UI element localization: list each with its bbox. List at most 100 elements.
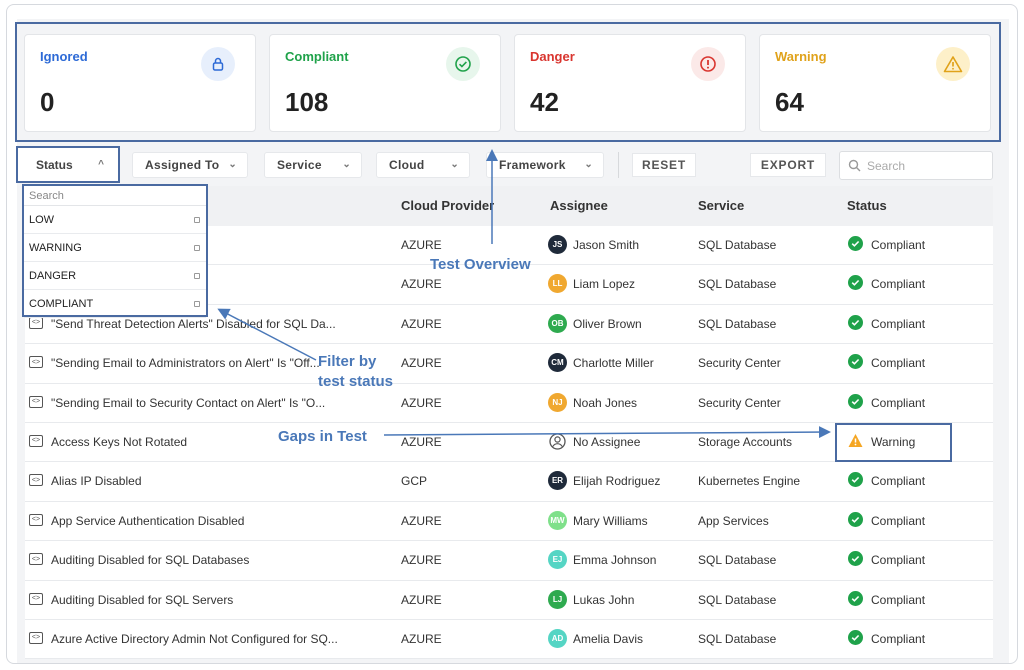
cloud-provider: AZURE <box>401 356 442 371</box>
chevron-up-icon: ^ <box>98 159 104 170</box>
status-text: Compliant <box>871 277 926 292</box>
summary-card-danger[interactable]: Danger 42 <box>514 34 746 132</box>
card-label: Warning <box>775 49 827 64</box>
test-name[interactable]: Auditing Disabled for SQL Databases <box>51 553 250 568</box>
card-label: Danger <box>530 49 575 64</box>
status-text: Warning <box>871 434 916 449</box>
service-label: Service <box>277 158 322 172</box>
code-icon: <> <box>29 434 43 447</box>
summary-card-ignored[interactable]: Ignored 0 <box>24 34 256 132</box>
status-text: Compliant <box>871 474 926 489</box>
service-name: App Services <box>698 513 769 528</box>
service-name: SQL Database <box>698 592 777 607</box>
test-name[interactable]: "Send Threat Detection Alerts" Disabled … <box>51 316 336 331</box>
dropdown-search-input[interactable]: Search <box>24 186 206 206</box>
status-text: Compliant <box>871 631 926 646</box>
framework-label: Framework <box>499 158 566 172</box>
table-row[interactable]: <> Auditing Disabled for SQL Servers AZU… <box>25 581 993 620</box>
export-button[interactable]: EXPORT <box>750 153 826 177</box>
test-name[interactable]: App Service Authentication Disabled <box>51 513 245 528</box>
code-icon: <> <box>29 474 43 487</box>
test-name[interactable]: Azure Active Directory Admin Not Configu… <box>51 631 338 646</box>
service-name: SQL Database <box>698 277 777 292</box>
checkbox[interactable] <box>194 245 200 251</box>
search-placeholder: Search <box>867 158 906 173</box>
check-circle-icon <box>848 275 863 291</box>
header-assignee[interactable]: Assignee <box>550 198 608 213</box>
assignee-name: Amelia Davis <box>573 631 644 646</box>
table-row[interactable]: <> Alias IP Disabled GCP ER Elijah Rodri… <box>25 462 993 502</box>
search-input[interactable]: Search <box>839 151 993 180</box>
header-cloud-provider[interactable]: Cloud Provider <box>401 198 495 213</box>
avatar: NJ <box>548 392 567 412</box>
card-value: 64 <box>775 87 804 117</box>
assigned-to-label: Assigned To <box>145 158 220 172</box>
annotation-test-overview: Test Overview <box>430 256 531 273</box>
warning-triangle-icon <box>936 47 970 81</box>
table-row[interactable]: <> Auditing Disabled for SQL Databases A… <box>25 541 993 581</box>
table-row[interactable]: <> Access Keys Not Rotated AZURE No Assi… <box>25 423 993 463</box>
test-name[interactable]: Auditing Disabled for SQL Servers <box>51 592 234 607</box>
assignee-name: Oliver Brown <box>573 316 642 331</box>
check-circle-icon <box>446 47 480 81</box>
check-circle-icon <box>848 354 863 370</box>
header-status[interactable]: Status <box>847 198 887 213</box>
checkbox[interactable] <box>194 217 200 223</box>
avatar: CM <box>548 353 567 373</box>
check-circle-icon <box>848 590 863 606</box>
chevron-down-icon: ⌄ <box>228 159 237 170</box>
service-filter-button[interactable]: Service ⌄ <box>264 152 362 178</box>
table-row[interactable]: <> "Sending Email to Security Contact on… <box>25 384 993 423</box>
service-name: Kubernetes Engine <box>698 474 801 489</box>
cloud-provider: AZURE <box>401 553 442 568</box>
header-service[interactable]: Service <box>698 198 745 213</box>
test-name[interactable]: Access Keys Not Rotated <box>51 434 188 449</box>
code-icon: <> <box>29 553 43 566</box>
summary-card-compliant[interactable]: Compliant 108 <box>269 34 501 132</box>
dropdown-option-danger[interactable]: DANGER <box>24 262 206 290</box>
card-label: Ignored <box>40 49 88 64</box>
cloud-provider: AZURE <box>401 395 442 410</box>
service-name: SQL Database <box>698 631 777 646</box>
status-text: Compliant <box>871 395 926 410</box>
option-label: DANGER <box>29 270 77 282</box>
check-circle-icon <box>848 236 863 251</box>
checkbox[interactable] <box>194 301 200 307</box>
service-name: Security Center <box>698 356 781 371</box>
cloud-filter-button[interactable]: Cloud ⌄ <box>376 152 470 178</box>
summary-card-warning[interactable]: Warning 64 <box>759 34 991 132</box>
code-icon: <> <box>29 513 43 526</box>
checkbox[interactable] <box>194 273 200 279</box>
assigned-to-filter-button[interactable]: Assigned To ⌄ <box>132 152 248 178</box>
toolbar-divider <box>618 152 619 178</box>
cloud-provider: AZURE <box>401 238 442 252</box>
framework-filter-button[interactable]: Framework ⌄ <box>486 152 604 178</box>
table-row[interactable]: <> App Service Authentication Disabled A… <box>25 502 993 542</box>
dropdown-option-warning[interactable]: WARNING <box>24 234 206 262</box>
check-circle-icon <box>848 551 863 567</box>
reset-button[interactable]: RESET <box>632 153 696 177</box>
annotation-filter-line1: Filter by <box>318 353 377 370</box>
service-name: SQL Database <box>698 316 777 331</box>
status-filter-label: Status <box>36 157 73 172</box>
cloud-provider: AZURE <box>401 513 442 528</box>
status-text: Compliant <box>871 356 926 371</box>
annotation-filter-line2: test status <box>318 373 394 390</box>
status-filter-button[interactable]: Status ^ <box>16 146 120 183</box>
filter-bar: Status ^ Assigned To ⌄ Service ⌄ Cloud ⌄… <box>16 146 994 183</box>
code-icon: <> <box>29 631 43 644</box>
test-name[interactable]: "Sending Email to Security Contact on Al… <box>51 395 326 410</box>
service-name: Security Center <box>698 395 781 410</box>
card-label: Compliant <box>285 49 349 64</box>
table-row[interactable]: <> "Sending Email to Administrators on A… <box>25 344 993 384</box>
test-name[interactable]: Alias IP Disabled <box>51 474 142 489</box>
dropdown-option-low[interactable]: LOW <box>24 206 206 234</box>
card-value: 42 <box>530 87 559 117</box>
avatar: LL <box>548 274 567 294</box>
test-name[interactable]: "Sending Email to Administrators on Aler… <box>51 356 320 371</box>
cloud-provider: GCP <box>401 474 428 489</box>
table-row[interactable]: <> Azure Active Directory Admin Not Conf… <box>25 620 993 660</box>
avatar: EJ <box>548 550 567 570</box>
code-icon: <> <box>29 395 43 408</box>
dropdown-option-compliant[interactable]: COMPLIANT <box>24 290 206 318</box>
